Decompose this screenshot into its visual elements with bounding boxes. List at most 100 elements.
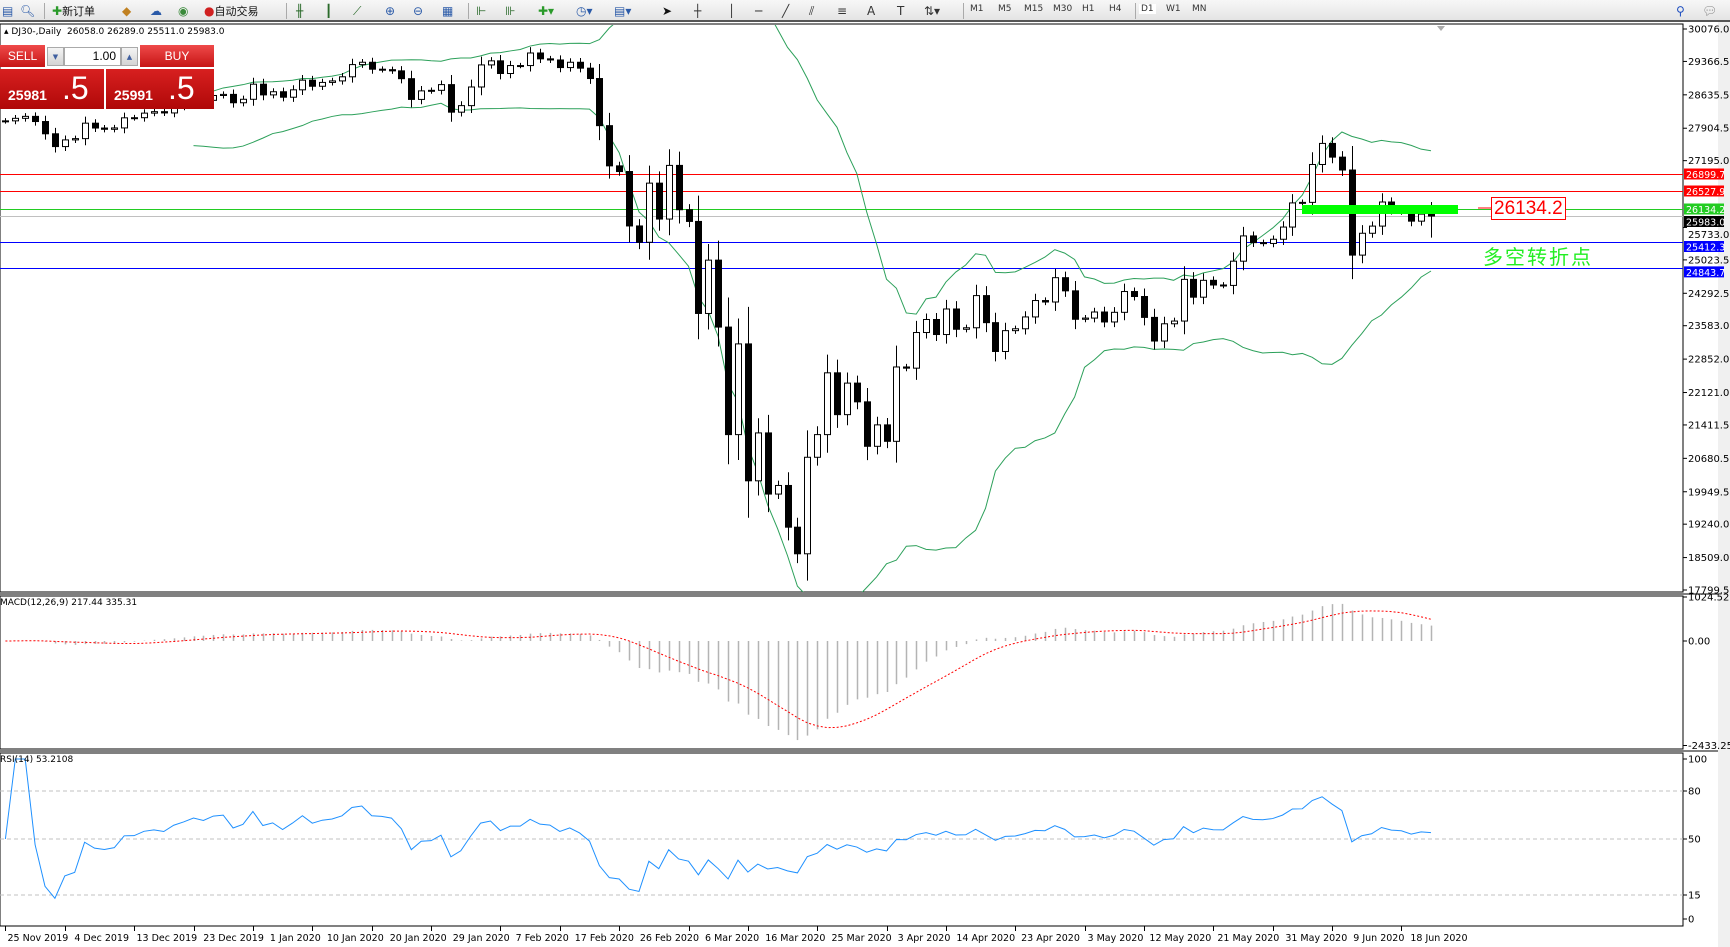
- indicators-icon[interactable]: ✚▾: [538, 4, 555, 18]
- bear-candle: [309, 79, 316, 87]
- navigator-icon[interactable]: ☁: [150, 4, 162, 18]
- line-chart-icon[interactable]: ⟋: [353, 3, 362, 18]
- level-price-label[interactable]: 26134.2: [1491, 197, 1566, 220]
- buy-price-box[interactable]: 25991 .5: [106, 69, 214, 109]
- bear-candle: [686, 209, 693, 222]
- support-zone-marker[interactable]: [1302, 205, 1458, 214]
- equidistant-channel-icon[interactable]: ⫽: [809, 3, 815, 18]
- right-scroll-margin: [1718, 22, 1730, 947]
- price-tick-label: 20680.5: [1688, 454, 1729, 465]
- lot-increase-button[interactable]: ▲: [121, 47, 138, 66]
- metaeditor-icon[interactable]: ◆: [122, 4, 132, 18]
- bull-candle: [923, 318, 930, 334]
- bear-candle: [1329, 142, 1336, 158]
- profiles-icon[interactable]: ▤: [2, 4, 14, 18]
- search-icon[interactable]: ⚲: [1676, 4, 1685, 18]
- lot-size-input[interactable]: 1.00: [64, 47, 121, 66]
- macd-tick-label: 1024.52: [1688, 593, 1729, 604]
- bear-candle: [92, 122, 99, 129]
- bull-candle: [913, 332, 920, 369]
- horizontal-line-icon[interactable]: ─: [755, 4, 763, 18]
- bull-candle: [418, 90, 425, 100]
- bollinger-upper-band: [193, 25, 1432, 315]
- bull-candle: [1319, 142, 1326, 165]
- sell-button[interactable]: SELL: [0, 45, 45, 67]
- zoom-out-icon[interactable]: ⊖: [413, 4, 424, 18]
- bull-candle: [804, 456, 811, 555]
- one-click-trading-panel: SELL ▼ 1.00 ▲ BUY 25981 .5 25991 .5: [0, 44, 214, 109]
- new-order-button[interactable]: ✚ 新订单: [52, 2, 95, 20]
- bull-candle: [1002, 330, 1009, 352]
- price-tick-label: 28635.5: [1688, 90, 1729, 101]
- bull-candle: [824, 372, 831, 436]
- trendline-icon[interactable]: ╱: [782, 4, 790, 18]
- bear-candle: [1042, 300, 1049, 303]
- bollinger-lower-band: [193, 102, 1432, 592]
- date-tick-label: 4 Dec 2019: [74, 933, 129, 944]
- bear-candle: [161, 111, 168, 114]
- turning-point-note[interactable]: 多空转折点: [1483, 245, 1593, 269]
- timeframe-mn[interactable]: MN: [1192, 4, 1207, 14]
- toolbar-separator: [286, 3, 287, 19]
- vertical-line-icon[interactable]: │: [728, 4, 736, 18]
- arrows-icon[interactable]: ⇅▾: [924, 4, 941, 18]
- sell-price-box[interactable]: 25981 .5: [0, 69, 104, 109]
- zoom-in-icon[interactable]: ⊕: [385, 4, 396, 18]
- timeframe-m1[interactable]: M1: [970, 4, 984, 14]
- price-tick-label: 25023.5: [1688, 255, 1729, 266]
- price-level-label: 26899.7: [1686, 170, 1725, 181]
- timeframe-d1[interactable]: D1: [1139, 4, 1156, 14]
- candlesticks: [2, 47, 1435, 581]
- bull-candle: [1379, 201, 1386, 227]
- bar-chart-icon[interactable]: ╫: [296, 4, 304, 18]
- bull-candle: [666, 164, 673, 220]
- candlestick-icon[interactable]: ┃: [325, 4, 333, 18]
- bear-candle: [725, 326, 732, 436]
- lot-decrease-button[interactable]: ▼: [47, 47, 64, 66]
- bull-candle: [775, 484, 782, 495]
- bear-candle: [32, 115, 39, 123]
- bear-candle: [260, 83, 267, 96]
- text-icon[interactable]: A: [867, 4, 876, 18]
- crosshair-icon[interactable]: ┼: [694, 4, 702, 18]
- timeframe-w1[interactable]: W1: [1166, 4, 1181, 14]
- auto-trading-icon: ●: [204, 4, 215, 18]
- date-tick-label: 18 Jun 2020: [1410, 933, 1467, 944]
- horizontal-lines[interactable]: [0, 174, 1683, 269]
- date-tick-label: 6 Mar 2020: [705, 933, 759, 944]
- date-tick-label: 1 Jan 2020: [270, 933, 321, 944]
- fibonacci-icon[interactable]: ≡: [837, 4, 848, 18]
- autoscroll-icon[interactable]: ⊩: [476, 4, 487, 18]
- chat-icon[interactable]: 💬︎: [1702, 4, 1718, 18]
- templates-icon[interactable]: ▤▾: [614, 4, 632, 18]
- tile-windows-icon[interactable]: ▦: [442, 4, 454, 18]
- chart-shift-marker[interactable]: [1437, 26, 1445, 31]
- timeframe-h1[interactable]: H1: [1082, 4, 1095, 14]
- chart-shift-icon[interactable]: ⊪: [505, 4, 516, 18]
- bear-candle: [695, 220, 702, 314]
- timeframe-h4[interactable]: H4: [1109, 4, 1122, 14]
- signals-icon[interactable]: ◉: [178, 4, 189, 18]
- price-tick-label: 23583.0: [1688, 321, 1729, 332]
- market-watch-icon[interactable]: 🔍︎: [20, 4, 36, 18]
- collapse-triangle-icon[interactable]: ▴: [4, 27, 12, 37]
- periods-icon[interactable]: ◷▾: [576, 4, 593, 18]
- timeframe-m15[interactable]: M15: [1024, 4, 1044, 14]
- cursor-icon[interactable]: ➤: [662, 4, 673, 18]
- bull-candle: [874, 424, 881, 447]
- bull-candle: [735, 343, 742, 436]
- timeframe-m30[interactable]: M30: [1053, 4, 1073, 14]
- bear-candle: [953, 308, 960, 330]
- auto-trading-button[interactable]: ● 自动交易: [204, 2, 258, 20]
- bull-candle: [438, 84, 445, 91]
- price-tick-label: 22852.0: [1688, 355, 1729, 366]
- text-label-icon[interactable]: T: [897, 4, 905, 18]
- bull-candle: [82, 122, 89, 140]
- bear-candle: [1072, 290, 1079, 320]
- buy-button[interactable]: BUY: [140, 45, 214, 67]
- bull-candle: [22, 115, 29, 119]
- bull-candle: [250, 83, 257, 100]
- price-tick-label: 25733.0: [1688, 230, 1729, 241]
- timeframe-m5[interactable]: M5: [998, 4, 1012, 14]
